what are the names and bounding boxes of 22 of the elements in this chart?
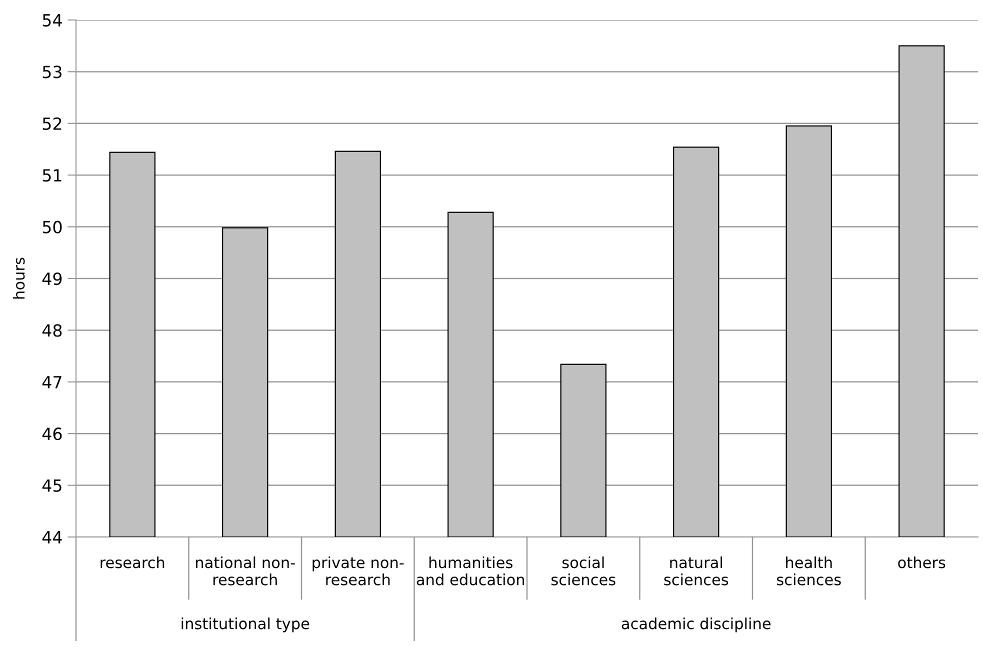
text: academic discipline: [622, 617, 771, 632]
x-tick-label: health sciences: [776, 556, 841, 586]
x-tick-label: humanities and education: [416, 556, 524, 586]
y-tick-label: 54: [42, 14, 62, 27]
x-tick-label: others: [898, 556, 946, 568]
x-tick-label: national non- research: [196, 556, 295, 586]
y-tick-label: 51: [42, 169, 62, 182]
y-axis-title: hours: [12, 258, 25, 299]
y-tick-label: 49: [42, 272, 62, 286]
y-tick-label: 47: [42, 376, 62, 388]
y-tick-label: 46: [42, 428, 62, 440]
x-tick-label: private non- research: [312, 556, 404, 586]
text: institutional type: [182, 617, 310, 632]
y-tick-label: 44: [42, 531, 62, 544]
y-tick-label: 53: [42, 66, 62, 78]
y-tick-label: 48: [42, 324, 62, 337]
x-tick-label: natural sciences: [664, 556, 728, 586]
y-tick-label: 52: [42, 117, 62, 130]
y-tick-label: 50: [42, 220, 62, 234]
x-tick-label: social sciences: [551, 556, 616, 586]
x-tick-label: research: [100, 556, 164, 568]
y-tick-label: 45: [42, 479, 62, 492]
